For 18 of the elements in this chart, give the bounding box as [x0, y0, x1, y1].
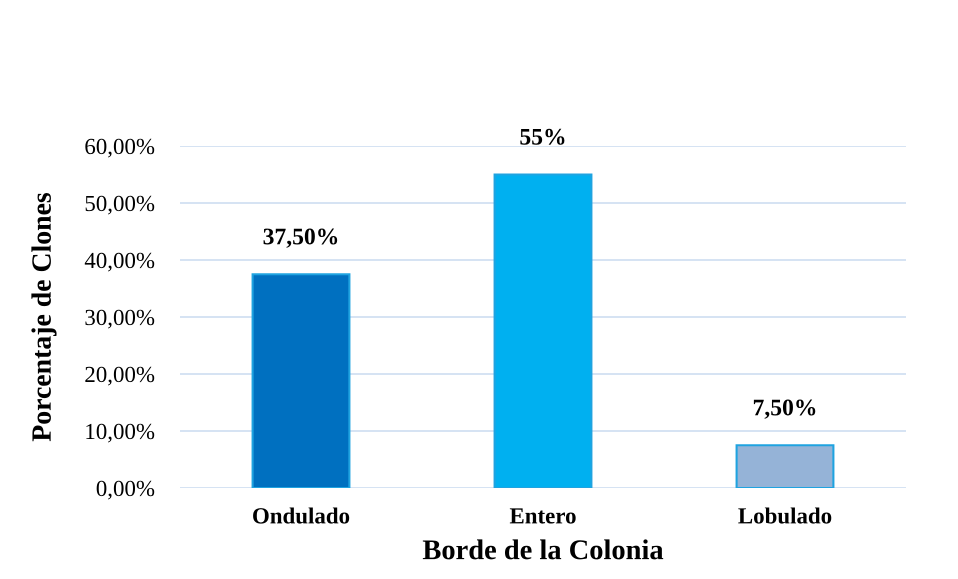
data-label: 37,50%	[264, 228, 338, 248]
y-axis-title: Porcentaje de Clones	[31, 192, 57, 442]
x-tick-label: Entero	[510, 508, 576, 524]
y-tick-label: 30,00%	[85, 310, 154, 328]
y-tick-label: 40,00%	[84, 252, 154, 272]
data-label: 7,50%	[754, 400, 816, 419]
x-axis-title: Borde de la Colonia	[422, 539, 664, 560]
x-tick-label: Lobulado	[738, 507, 832, 524]
y-tick-label: 60,00%	[85, 138, 154, 158]
bar	[494, 173, 592, 488]
y-tick-label: 50,00%	[86, 196, 154, 214]
y-tick-label: 10,00%	[86, 424, 154, 442]
data-label: 55%	[520, 128, 564, 145]
bar	[736, 444, 834, 488]
bar	[252, 273, 350, 488]
y-tick-label: 0,00%	[96, 480, 154, 500]
y-tick-label: 20,00%	[85, 366, 154, 386]
x-tick-label: Ondulado	[253, 507, 350, 524]
